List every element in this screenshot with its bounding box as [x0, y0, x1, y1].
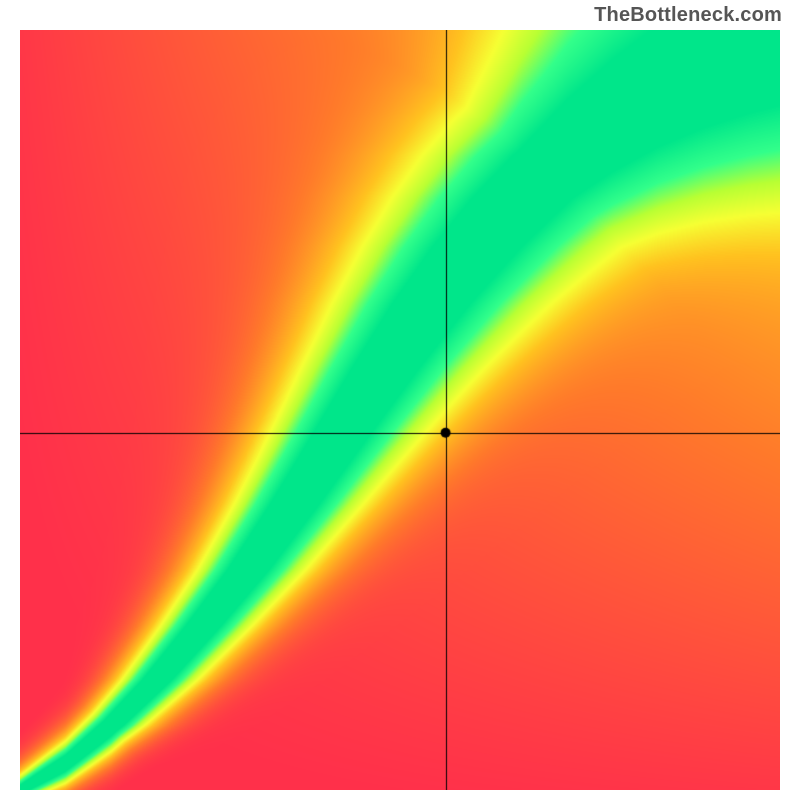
- attribution-text: TheBottleneck.com: [594, 4, 782, 27]
- bottleneck-heatmap-canvas: [20, 30, 780, 790]
- chart-container: TheBottleneck.com: [0, 0, 800, 800]
